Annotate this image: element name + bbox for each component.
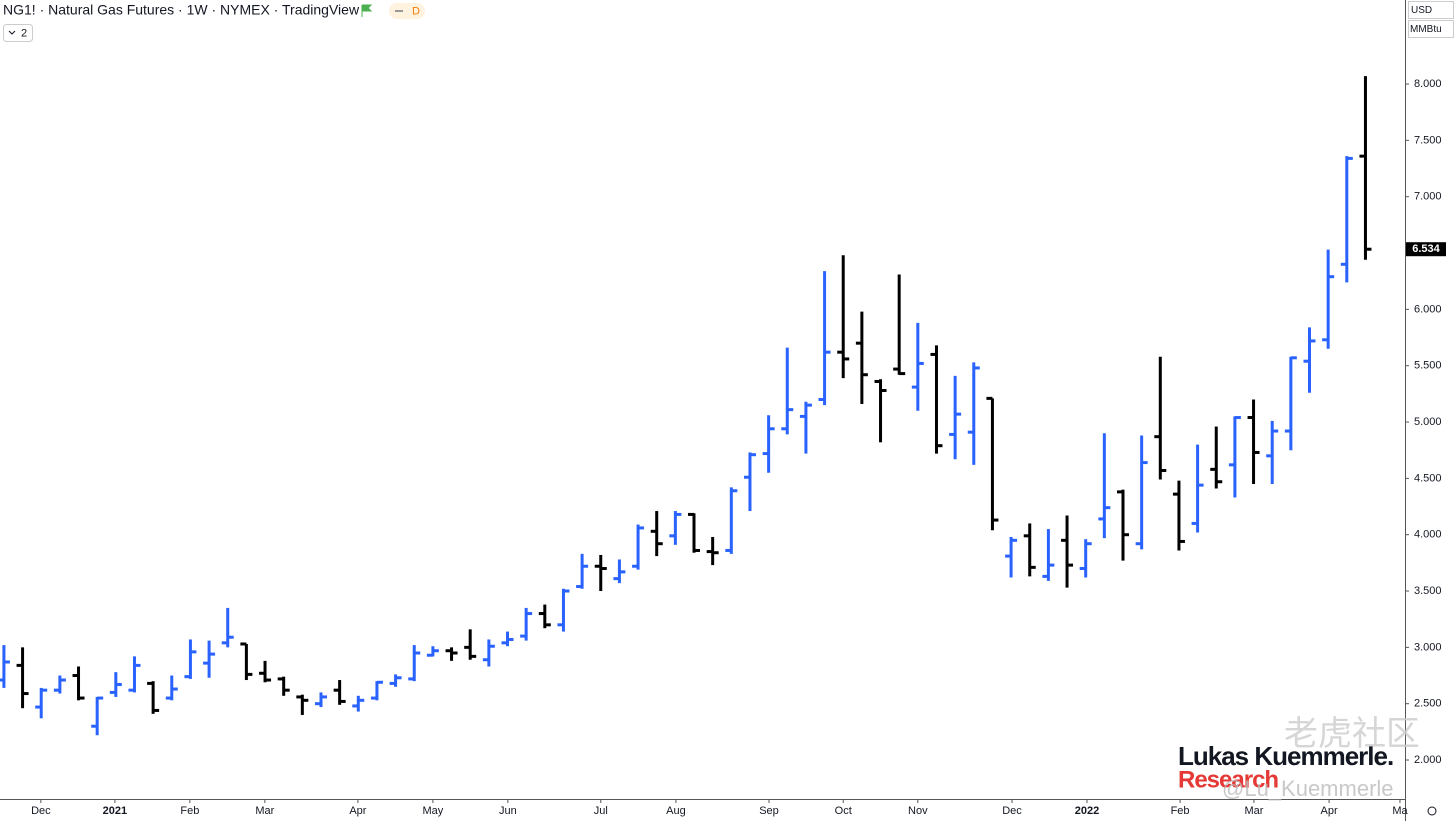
y-tick-label: 2.000 <box>1414 754 1442 766</box>
watermark-name: Lukas Kuemmerle. <box>1178 741 1393 771</box>
x-tick-label: Dec <box>31 805 51 817</box>
y-tick-label: 4.000 <box>1414 529 1442 541</box>
y-tick-label: 7.500 <box>1414 134 1442 146</box>
x-tick-label: Jun <box>499 805 517 817</box>
y-tick-label: 3.000 <box>1414 641 1442 653</box>
watermark-sub: Research <box>1178 766 1278 793</box>
y-tick-label: 8.000 <box>1414 78 1442 90</box>
chevron <box>8 30 16 35</box>
badge[interactable] <box>389 3 425 19</box>
x-tick-label: Apr <box>1321 805 1338 817</box>
y-tick-label: 5.500 <box>1414 360 1442 372</box>
x-tick-label: Nov <box>908 805 928 817</box>
x-tick-label: May <box>423 805 444 817</box>
x-tick-label: Aug <box>666 805 686 817</box>
x-tick-label: Feb <box>1171 805 1190 817</box>
currency: USD <box>1411 5 1432 16</box>
x-tick-label: 2022 <box>1075 805 1099 817</box>
y-tick-label: 7.000 <box>1414 191 1442 203</box>
last-price-box <box>1406 242 1446 257</box>
legend-count: 2 <box>21 27 27 39</box>
badge-text: D <box>412 5 420 17</box>
y-tick-label: 6.000 <box>1414 303 1442 315</box>
unit-select[interactable] <box>1408 20 1454 38</box>
x-tick-label: Dec <box>1002 805 1022 817</box>
y-tick-label: 5.000 <box>1414 416 1442 428</box>
last-price-label: 6.534 <box>1412 243 1440 255</box>
badge-dash <box>395 10 403 12</box>
watermark-handle: @Lu_Kuemmerle <box>1222 776 1394 801</box>
x-tick-label: Oct <box>835 805 852 817</box>
x-tick-label: Ma <box>1392 805 1408 817</box>
y-tick-label: 2.500 <box>1414 698 1442 710</box>
y-tick-label: 4.500 <box>1414 472 1442 484</box>
y-tick-label: 3.500 <box>1414 585 1442 597</box>
unit: MMBtu <box>1410 24 1442 35</box>
x-tick-label: Mar <box>255 805 274 817</box>
x-tick-label: Jul <box>594 805 608 817</box>
x-tick-label: 2021 <box>103 805 127 817</box>
x-tick-label: Sep <box>759 805 779 817</box>
currency-select[interactable] <box>1408 1 1454 19</box>
settings-icon[interactable] <box>1427 806 1437 816</box>
x-tick-label: Mar <box>1244 805 1263 817</box>
flag-icon <box>361 4 373 17</box>
watermark-site: 老虎社区 <box>1284 715 1420 753</box>
x-tick-label: Feb <box>180 805 199 817</box>
x-tick-label: Apr <box>349 805 366 817</box>
chart-title: NG1! · Natural Gas Futures · 1W · NYMEX … <box>3 2 360 18</box>
legend-toggle[interactable] <box>3 24 33 42</box>
